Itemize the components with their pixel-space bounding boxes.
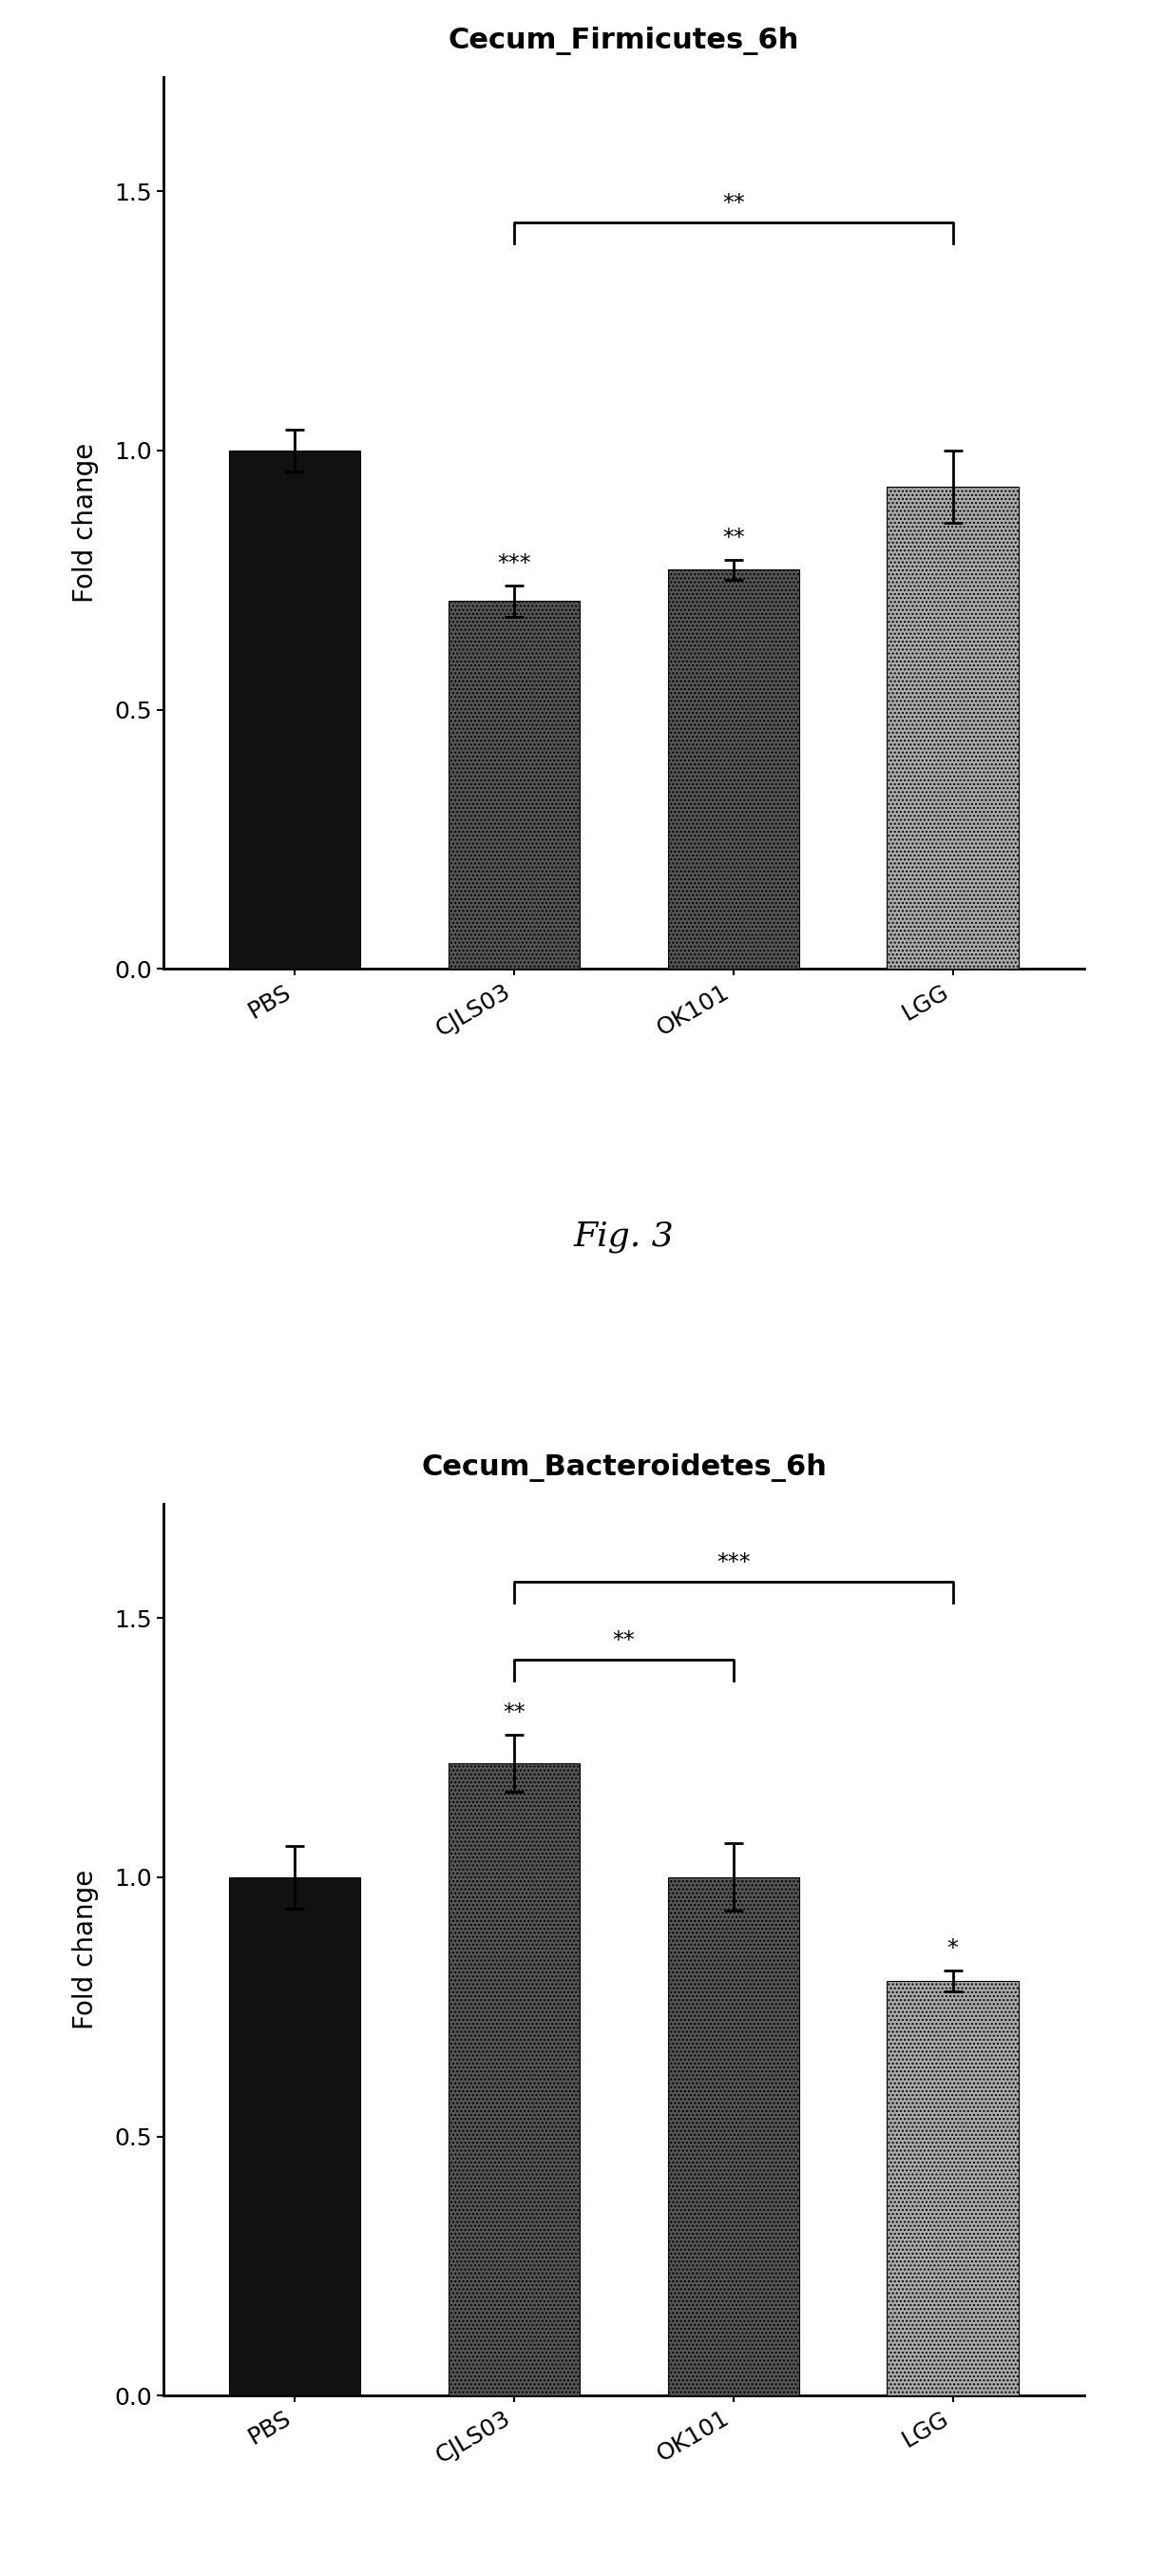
Bar <box>449 1762 580 2396</box>
Bar <box>449 600 580 969</box>
Text: **: ** <box>612 1628 635 1651</box>
Title: Cecum_Firmicutes_6h: Cecum_Firmicutes_6h <box>448 26 800 54</box>
Text: *: * <box>947 1937 958 1960</box>
Text: Fig. 3: Fig. 3 <box>574 1221 674 1252</box>
Title: Cecum_Bacteroidetes_6h: Cecum_Bacteroidetes_6h <box>421 1453 827 1481</box>
Bar <box>887 487 1019 969</box>
Text: **: ** <box>722 191 745 214</box>
Text: **: ** <box>503 1703 526 1723</box>
Text: ***: *** <box>717 1551 751 1574</box>
Text: **: ** <box>722 526 745 549</box>
Bar <box>229 1878 360 2396</box>
Bar <box>668 569 799 969</box>
Bar <box>668 1878 799 2396</box>
Text: ***: *** <box>497 551 531 574</box>
Y-axis label: Fold change: Fold change <box>72 443 98 603</box>
Y-axis label: Fold change: Fold change <box>72 1870 98 2030</box>
Bar <box>887 1981 1019 2396</box>
Bar <box>229 451 360 969</box>
